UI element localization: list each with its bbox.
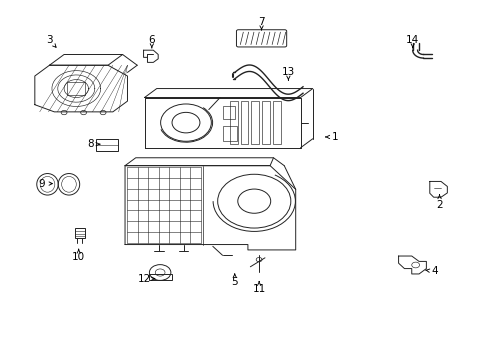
Bar bbox=[75, 228, 84, 238]
Text: 5: 5 bbox=[231, 274, 238, 287]
Bar bbox=[67, 82, 85, 95]
Bar bbox=[222, 107, 234, 119]
Text: 4: 4 bbox=[425, 266, 437, 276]
Text: 14: 14 bbox=[405, 35, 419, 48]
Text: 1: 1 bbox=[325, 132, 337, 142]
Text: 13: 13 bbox=[281, 67, 294, 80]
Text: 9: 9 bbox=[39, 179, 52, 189]
Text: 12: 12 bbox=[138, 274, 154, 284]
Text: 7: 7 bbox=[258, 17, 264, 30]
Text: 3: 3 bbox=[46, 35, 56, 47]
Bar bbox=[96, 139, 118, 151]
Bar bbox=[222, 126, 237, 140]
Text: 8: 8 bbox=[87, 139, 100, 149]
Bar bbox=[251, 101, 259, 144]
Bar bbox=[272, 101, 280, 144]
Text: 6: 6 bbox=[148, 35, 155, 48]
Bar bbox=[240, 101, 248, 144]
Bar bbox=[229, 101, 237, 144]
Text: 10: 10 bbox=[72, 249, 85, 262]
Text: 11: 11 bbox=[252, 282, 265, 294]
Bar bbox=[262, 101, 269, 144]
Text: 2: 2 bbox=[435, 194, 442, 210]
Bar bbox=[149, 274, 172, 280]
FancyBboxPatch shape bbox=[236, 30, 286, 47]
